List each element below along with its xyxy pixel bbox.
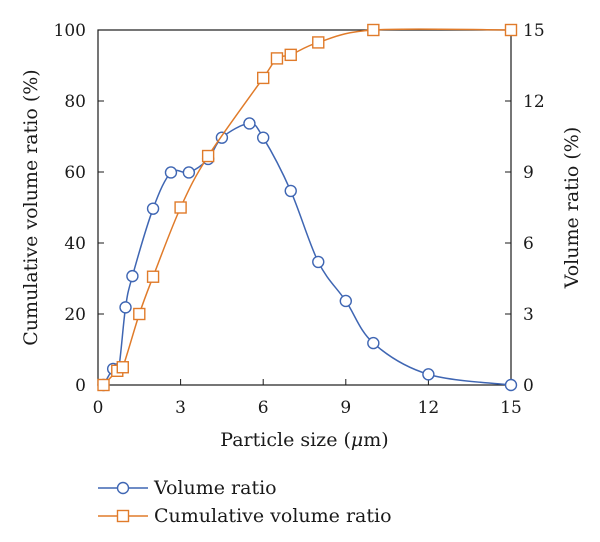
legend-label-volume-ratio: Volume ratio — [154, 477, 277, 499]
x-tick-label: 6 — [258, 398, 269, 418]
y-left-tick-label: 40 — [64, 234, 86, 254]
y-right-tick-label: 12 — [523, 92, 545, 112]
square-marker-icon — [98, 509, 148, 523]
series-line-cumulative-volume-ratio — [102, 28, 512, 386]
legend-label-cumulative-volume-ratio: Cumulative volume ratio — [154, 505, 392, 527]
x-tick-label: 9 — [340, 398, 351, 418]
y-right-tick-label: 0 — [523, 376, 534, 396]
data-point-cumulative-volume-ratio — [116, 361, 129, 374]
data-point-cumulative-volume-ratio — [174, 201, 187, 214]
legend: Volume ratio Cumulative volume ratio — [98, 474, 392, 530]
data-point-cumulative-volume-ratio — [201, 149, 215, 163]
data-point-cumulative-volume-ratio — [312, 36, 325, 49]
data-point-cumulative-volume-ratio — [97, 378, 110, 392]
y-left-tick-label: 100 — [54, 21, 86, 41]
data-point-cumulative-volume-ratio — [367, 23, 380, 37]
y-left-tick-label: 0 — [75, 376, 86, 396]
data-point-volume-ratio — [182, 166, 196, 179]
circle-marker-icon — [98, 481, 148, 495]
data-point-volume-ratio — [339, 294, 352, 308]
data-point-volume-ratio — [504, 378, 518, 392]
data-point-volume-ratio — [119, 301, 132, 314]
y-right-tick-label: 3 — [523, 305, 534, 325]
y-right-tick-label: 9 — [523, 163, 534, 183]
legend-item-volume-ratio: Volume ratio — [98, 474, 392, 502]
legend-item-cumulative-volume-ratio: Cumulative volume ratio — [98, 502, 392, 530]
y-left-tick-label: 80 — [64, 92, 86, 112]
series-line-volume-ratio — [102, 122, 512, 386]
x-tick-label: 3 — [175, 398, 186, 418]
data-point-cumulative-volume-ratio — [146, 270, 160, 283]
y-axis-right-title: Volume ratio (%) — [561, 127, 583, 290]
y-right-tick-label: 15 — [523, 21, 545, 41]
x-axis-title: Particle size (μm) — [220, 429, 388, 451]
data-point-volume-ratio — [243, 117, 256, 130]
y-left-tick-label: 20 — [64, 305, 86, 325]
data-point-cumulative-volume-ratio — [284, 48, 297, 62]
data-point-cumulative-volume-ratio — [270, 52, 284, 65]
x-tick-label: 12 — [418, 398, 440, 418]
data-point-volume-ratio — [422, 368, 435, 381]
data-point-cumulative-volume-ratio — [257, 71, 270, 85]
y-right-tick-label: 6 — [523, 234, 534, 254]
data-point-volume-ratio — [367, 336, 380, 350]
y-axis-left-title: Cumulative volume ratio (%) — [20, 69, 42, 345]
x-tick-label: 0 — [93, 398, 104, 418]
data-point-cumulative-volume-ratio — [133, 307, 146, 321]
data-point-cumulative-volume-ratio — [504, 23, 518, 37]
plot-area — [97, 29, 512, 386]
data-point-volume-ratio — [257, 131, 270, 144]
data-point-volume-ratio — [284, 184, 297, 198]
data-point-volume-ratio — [312, 255, 325, 269]
plot-frame — [97, 29, 512, 386]
series-layer — [97, 23, 518, 392]
data-point-volume-ratio — [126, 269, 139, 283]
y-left-tick-label: 60 — [64, 163, 86, 183]
data-point-volume-ratio — [164, 166, 178, 179]
x-tick-label: 15 — [500, 398, 522, 418]
data-point-volume-ratio — [146, 202, 160, 215]
